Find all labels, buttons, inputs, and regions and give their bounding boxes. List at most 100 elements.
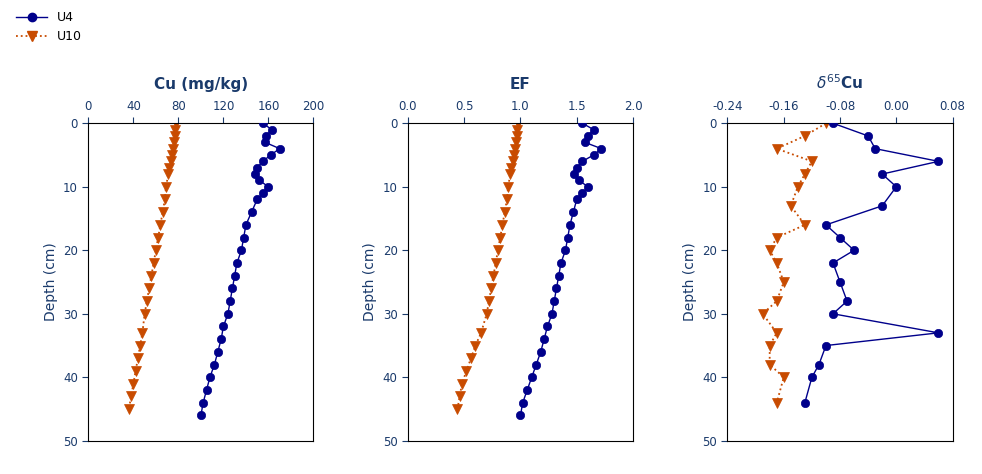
U10 (157, 210, 169, 215)
U4 (246, 210, 257, 215)
U10 (820, 120, 832, 126)
U4 (876, 171, 888, 177)
U10 (150, 247, 162, 253)
U4 (260, 133, 272, 139)
U4 (229, 273, 241, 279)
U4 (834, 235, 846, 240)
Line: U4: U4 (517, 119, 606, 419)
U10 (771, 235, 783, 240)
U10 (166, 152, 178, 158)
U10 (461, 368, 472, 374)
U4 (197, 400, 209, 406)
U10 (135, 343, 146, 348)
U4 (551, 285, 563, 291)
Title: EF: EF (510, 76, 531, 91)
U4 (257, 190, 269, 196)
U10 (138, 311, 150, 317)
U10 (512, 133, 523, 139)
Y-axis label: Depth (cm): Depth (cm) (363, 243, 377, 321)
U10 (465, 356, 477, 361)
U4 (869, 146, 881, 152)
U4 (571, 197, 582, 202)
U4 (560, 247, 572, 253)
U4 (806, 374, 818, 380)
U10 (126, 393, 137, 399)
U4 (227, 285, 239, 291)
U10 (799, 171, 811, 177)
U10 (169, 133, 181, 139)
Title: $\delta^{65}$Cu: $\delta^{65}$Cu (816, 73, 864, 91)
U4 (568, 210, 579, 215)
Line: U10: U10 (758, 118, 831, 408)
U4 (576, 120, 588, 126)
U4 (933, 158, 945, 164)
U10 (507, 158, 518, 164)
U4 (553, 273, 565, 279)
U10 (510, 139, 521, 145)
U10 (778, 374, 790, 380)
U4 (249, 171, 261, 177)
U4 (891, 184, 902, 190)
U4 (215, 337, 227, 342)
U4 (546, 311, 558, 317)
U4 (195, 412, 207, 418)
U10 (764, 343, 776, 348)
Legend: U4, U10: U4, U10 (16, 11, 82, 43)
U4 (827, 311, 839, 317)
U10 (771, 146, 783, 152)
U4 (538, 337, 550, 342)
U10 (456, 381, 467, 386)
U4 (222, 311, 234, 317)
U4 (876, 203, 888, 209)
U10 (799, 133, 811, 139)
Line: U10: U10 (453, 118, 523, 414)
U4 (265, 152, 277, 158)
U4 (224, 298, 236, 304)
U4 (576, 158, 588, 164)
U10 (128, 381, 139, 386)
U10 (497, 222, 509, 228)
U4 (820, 222, 832, 228)
U4 (587, 152, 599, 158)
U10 (165, 158, 177, 164)
U4 (231, 260, 243, 266)
U10 (509, 146, 520, 152)
U4 (204, 374, 216, 380)
U4 (582, 184, 594, 190)
U10 (170, 120, 182, 126)
U10 (169, 127, 181, 132)
Line: U4: U4 (196, 119, 284, 419)
U10 (136, 330, 148, 336)
U4 (595, 146, 607, 152)
U4 (521, 387, 533, 393)
U4 (569, 171, 580, 177)
Line: U4: U4 (800, 119, 943, 407)
U10 (513, 120, 524, 126)
U10 (771, 298, 783, 304)
U10 (806, 158, 818, 164)
U10 (159, 197, 171, 202)
U4 (262, 184, 274, 190)
U10 (152, 235, 164, 240)
U4 (578, 139, 590, 145)
U4 (253, 178, 265, 183)
U4 (564, 222, 575, 228)
Title: Cu (mg/kg): Cu (mg/kg) (154, 76, 248, 91)
U4 (238, 235, 249, 240)
U4 (827, 120, 839, 126)
U10 (162, 171, 174, 177)
U4 (535, 349, 547, 355)
U10 (147, 260, 159, 266)
U4 (274, 146, 286, 152)
U4 (259, 139, 271, 145)
U4 (562, 235, 573, 240)
U10 (757, 311, 769, 317)
U10 (499, 210, 511, 215)
U10 (506, 165, 518, 171)
U4 (525, 374, 537, 380)
U4 (862, 133, 874, 139)
U10 (163, 165, 175, 171)
U10 (130, 368, 141, 374)
U4 (848, 247, 860, 253)
U4 (827, 260, 839, 266)
